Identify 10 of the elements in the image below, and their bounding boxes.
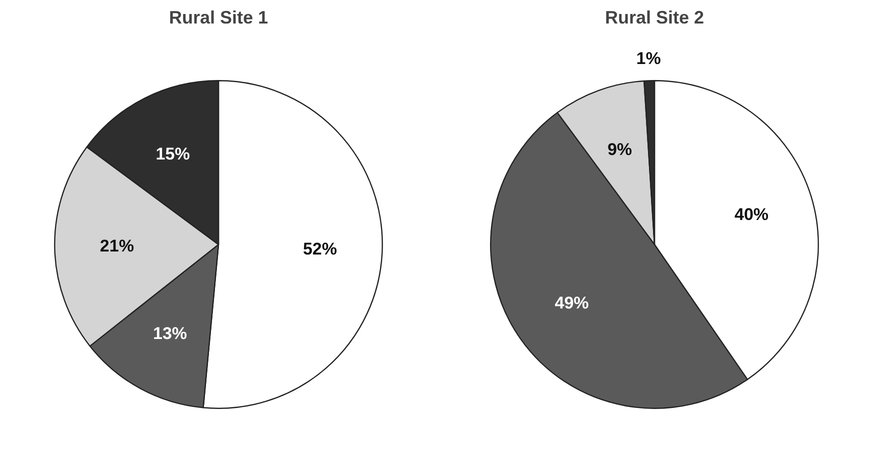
chart-title: Rural Site 1 bbox=[168, 8, 268, 28]
data-label: 15% bbox=[156, 144, 190, 164]
chart-title: Rural Site 2 bbox=[604, 8, 704, 28]
data-label: 1% bbox=[636, 49, 661, 68]
data-label: 52% bbox=[302, 240, 337, 259]
data-label: 40% bbox=[734, 204, 769, 224]
data-label: 49% bbox=[554, 294, 589, 313]
data-label: 9% bbox=[607, 140, 632, 159]
data-label: 21% bbox=[100, 236, 134, 256]
data-label: 13% bbox=[152, 324, 188, 343]
